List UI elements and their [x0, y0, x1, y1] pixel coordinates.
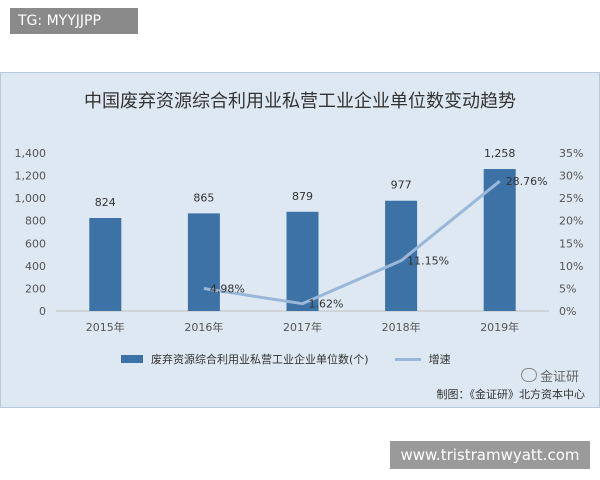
line-data-label: 11.15% [407, 255, 449, 268]
legend-line-label: 增速 [428, 353, 451, 366]
y-right-tick-label: 20% [559, 215, 583, 228]
y-left-tick-label: 0 [39, 305, 46, 318]
chart-title: 中国废弃资源综合利用业私营工业企业单位数变动趋势 [84, 91, 516, 112]
bar [89, 218, 122, 311]
y-right-tick-label: 25% [559, 192, 583, 205]
x-tick-label: 2016年 [184, 320, 223, 334]
line-data-label: 1.62% [309, 298, 344, 311]
x-tick-label: 2017年 [283, 320, 322, 334]
bar-data-label: 977 [391, 179, 412, 192]
legend-line-swatch [394, 357, 421, 361]
y-right-tick-label: 5% [559, 282, 576, 295]
bar [483, 169, 516, 311]
y-left-tick-label: 1,000 [15, 192, 47, 205]
chart-svg: 0 200 400 600 800 1,000 1,200 1,400 0% 5% 10% 15% 20… [15, 147, 584, 334]
bar [385, 200, 418, 311]
site-url: www.tristramwyatt.com [390, 441, 590, 469]
bar-data-label: 879 [292, 190, 313, 203]
line-data-label: 4.98% [210, 283, 245, 296]
y-left-tick-label: 600 [25, 237, 46, 250]
tag-label: TG: MYYJJPP [10, 8, 138, 34]
bar-data-label: 1,258 [484, 147, 516, 160]
watermark: 金证研 [520, 366, 579, 385]
y-left-tick-label: 400 [25, 260, 46, 273]
bar-data-label: 824 [95, 196, 116, 209]
y-right-tick-label: 0% [559, 305, 576, 318]
x-tick-label: 2018年 [382, 320, 421, 334]
x-tick-label: 2019年 [480, 320, 519, 334]
watermark-text: 金证研 [539, 370, 579, 385]
y-left-tick-label: 1,400 [15, 147, 47, 160]
y-right-tick-label: 10% [559, 260, 583, 273]
y-left-tick-label: 800 [25, 215, 46, 228]
y-right-tick-label: 35% [559, 147, 583, 160]
bar [187, 213, 220, 311]
chart-panel: 中国废弃资源综合利用业私营工业企业单位数变动趋势 0 200 400 600 800 1,… [0, 72, 600, 408]
y-right-tick-label: 30% [559, 170, 583, 183]
x-tick-label: 2015年 [86, 320, 125, 334]
wechat-icon [520, 368, 537, 382]
y-left-tick-label: 200 [25, 282, 46, 295]
legend: 废弃资源综合利用业私营工业企业单位数(个) 增速 [121, 351, 451, 367]
legend-bar-label: 废弃资源综合利用业私营工业企业单位数(个) [151, 353, 369, 366]
growth-line [203, 180, 501, 306]
legend-bar-swatch [121, 355, 143, 363]
bar-data-label: 865 [193, 191, 214, 204]
y-left-tick-label: 1,200 [15, 170, 47, 183]
line-data-label: 28.76% [506, 175, 548, 188]
source-note: 制图：《金证研》北方资本中心 [436, 388, 586, 401]
bar [286, 211, 319, 311]
y-right-tick-label: 15% [559, 237, 583, 250]
